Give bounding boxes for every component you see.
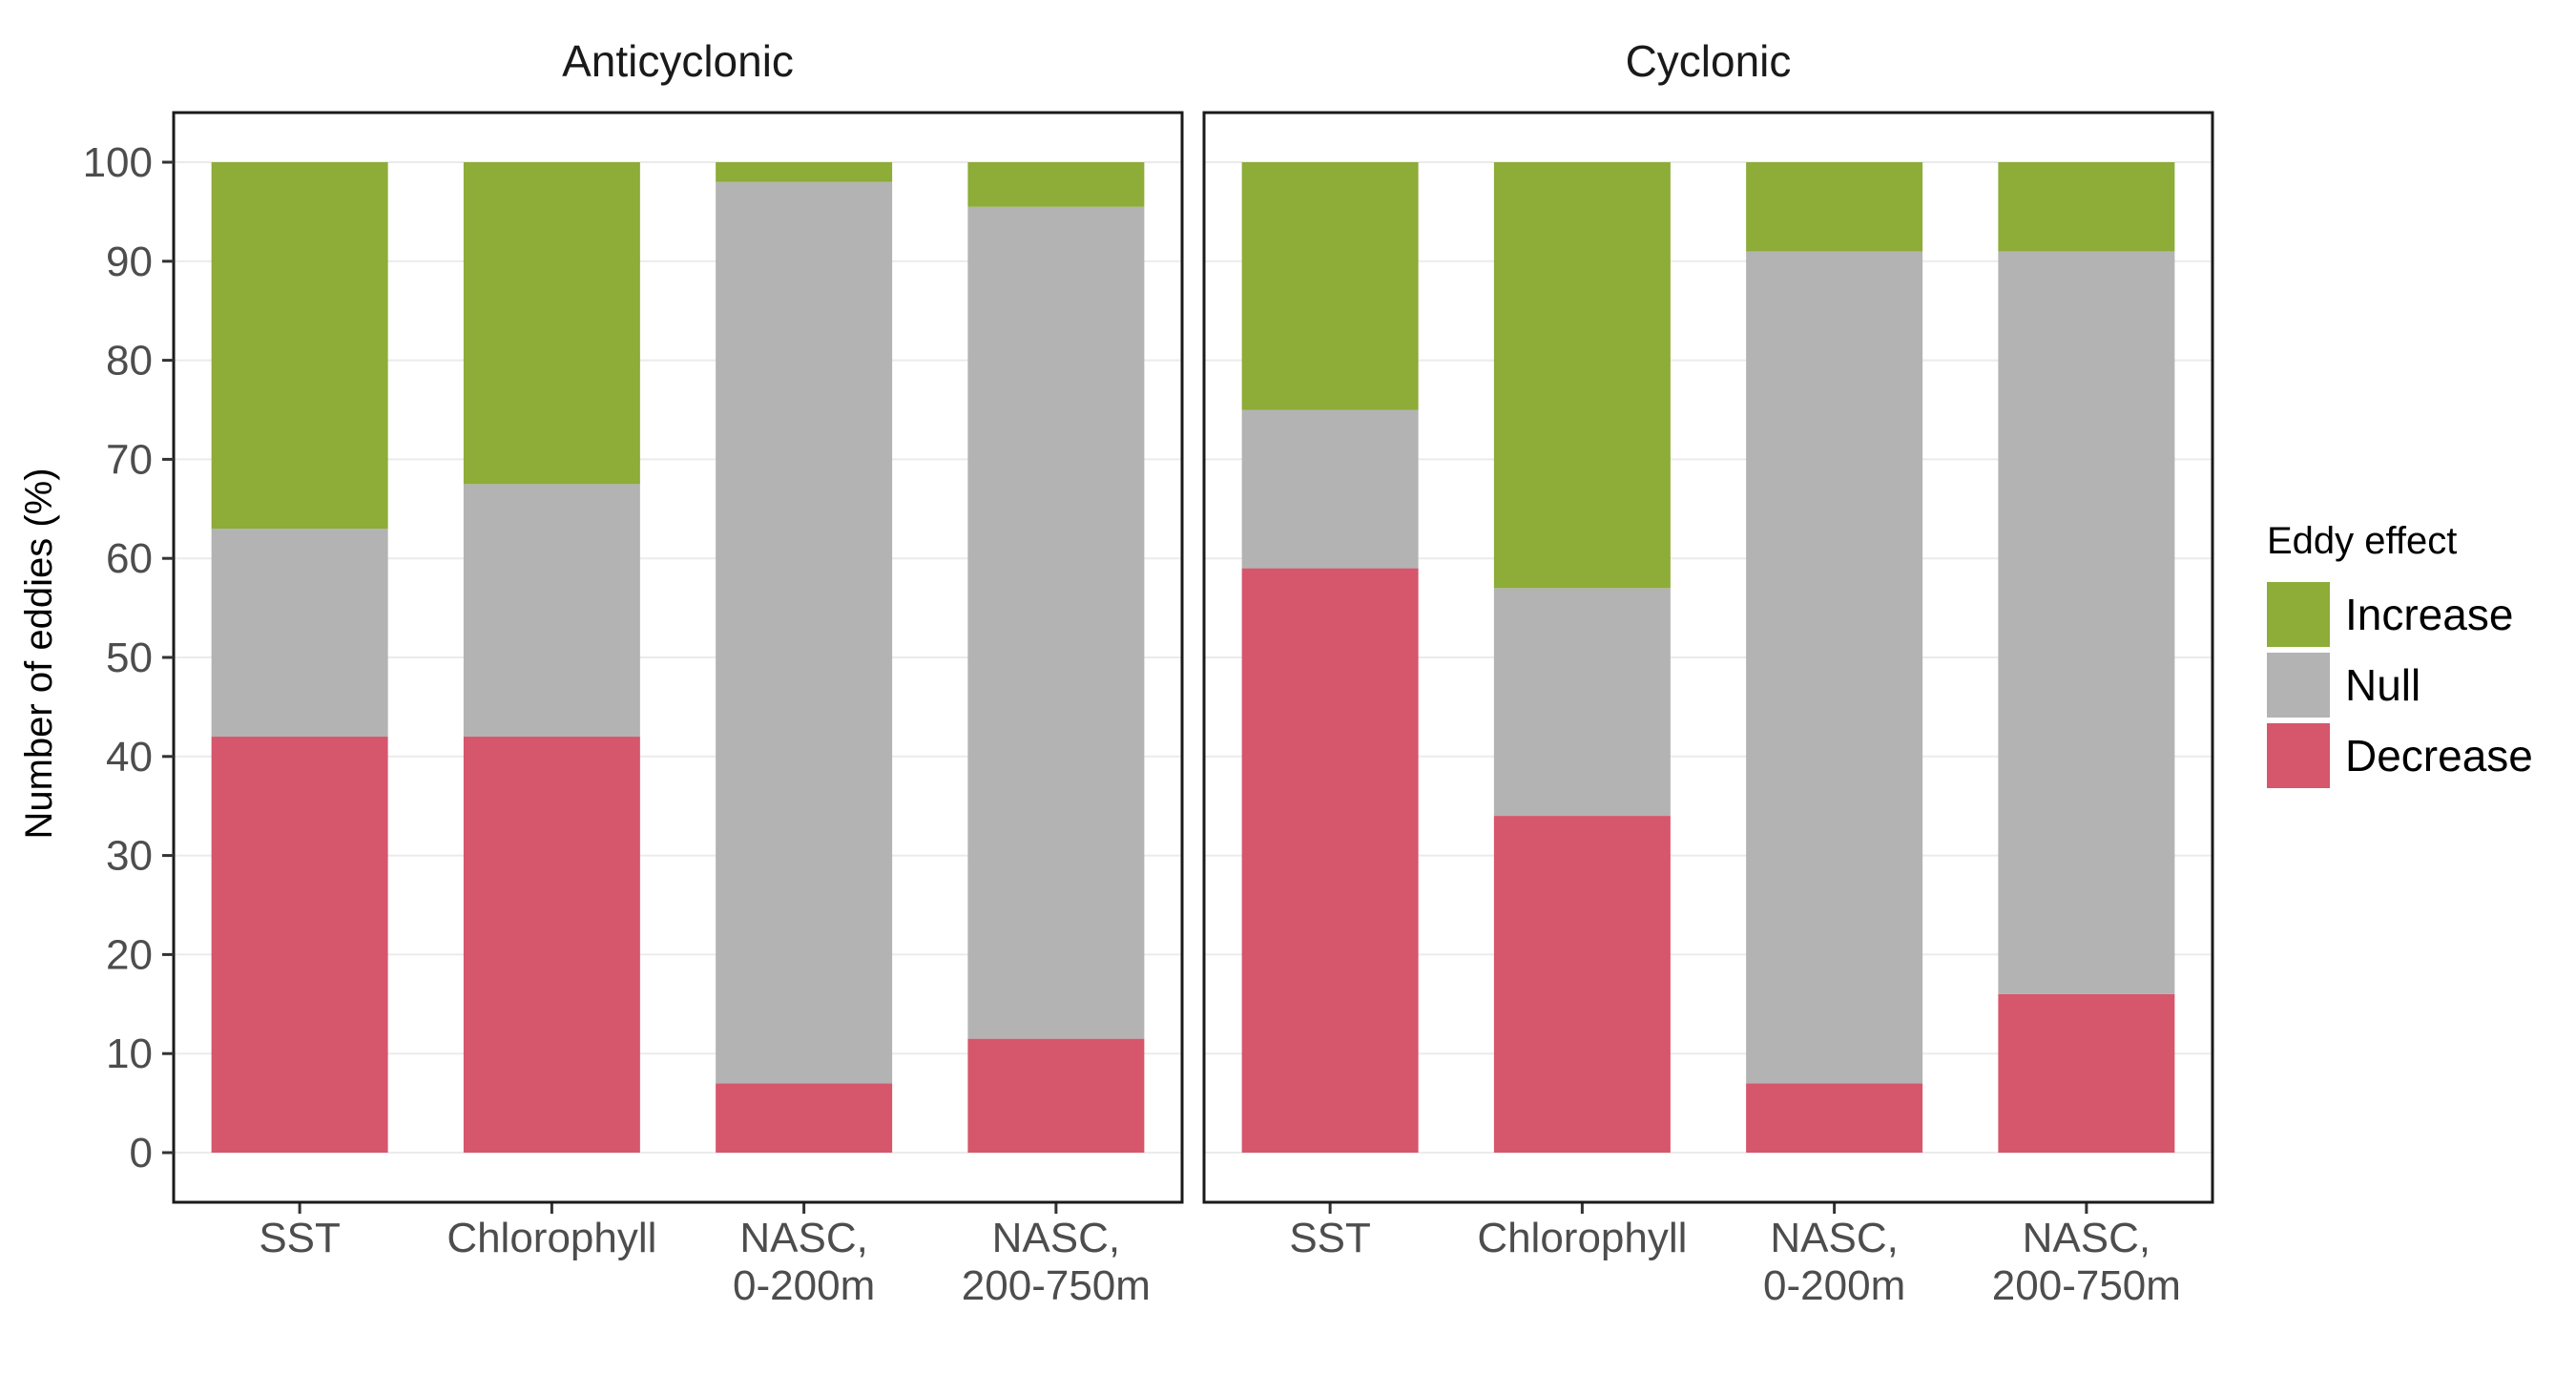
bar-null <box>1746 251 1923 1084</box>
bar-null <box>211 529 388 738</box>
bar-decrease <box>716 1083 893 1153</box>
y-tick-label: 70 <box>106 436 153 483</box>
y-tick-label: 50 <box>106 635 153 681</box>
bar-increase <box>967 162 1145 207</box>
bar-increase <box>463 162 640 485</box>
legend-label-increase: Increase <box>2345 590 2513 639</box>
bar-null <box>1241 409 1419 569</box>
facet-title: Cyclonic <box>1626 36 1792 86</box>
bar-decrease <box>463 737 640 1153</box>
x-tick-label: Chlorophyll <box>1477 1215 1687 1261</box>
x-tick-label: NASC, 0-200m <box>733 1215 875 1309</box>
legend-key-decrease <box>2267 723 2330 788</box>
y-tick-label: 60 <box>106 535 153 582</box>
x-tick-label: NASC, 200-750m <box>1992 1215 2181 1309</box>
bar-null <box>1998 251 2175 994</box>
plot-area: Anticyclonic SST Chlorophyll NASC, 0-200m NAS… <box>83 36 2214 1309</box>
x-tick-label: NASC, 200-750m <box>962 1215 1151 1309</box>
bar-decrease <box>1746 1083 1923 1153</box>
y-tick-label: 20 <box>106 931 153 978</box>
y-tick-label: 80 <box>106 338 153 385</box>
bar-increase <box>1241 162 1419 410</box>
bar-decrease <box>211 737 388 1153</box>
y-tick-label: 0 <box>130 1130 153 1176</box>
legend: Eddy effect Increase Null Decrease <box>2267 520 2533 788</box>
y-tick-label: 100 <box>83 139 153 186</box>
facet-title: Anticyclonic <box>562 36 794 86</box>
legend-key-null <box>2267 653 2330 718</box>
bar-increase <box>1493 162 1671 589</box>
panel-cyclonic: Cyclonic SST Chlorophyll NASC, 0-200m NASC, 20… <box>1202 36 2214 1309</box>
legend-title: Eddy effect <box>2267 520 2457 562</box>
bar-increase <box>211 162 388 530</box>
bar-null <box>1493 588 1671 817</box>
y-tick-label: 40 <box>106 734 153 781</box>
y-tick-label: 90 <box>106 239 153 285</box>
legend-label-decrease: Decrease <box>2345 731 2533 781</box>
x-tick-label: NASC, 0-200m <box>1763 1215 1905 1309</box>
legend-key-increase <box>2267 582 2330 647</box>
y-tick-label: 30 <box>106 833 153 880</box>
panel-border <box>1202 111 2214 1204</box>
bar-null <box>463 484 640 738</box>
bar-null <box>967 206 1145 1039</box>
x-tick-label: Chlorophyll <box>447 1215 656 1261</box>
bar-decrease <box>967 1038 1145 1153</box>
bar-increase <box>716 162 893 182</box>
bar-null <box>716 181 893 1084</box>
legend-label-null: Null <box>2345 660 2420 710</box>
bar-decrease <box>1493 816 1671 1153</box>
bar-decrease <box>1998 993 2175 1153</box>
bar-increase <box>1998 162 2175 252</box>
y-axis-title: Number of eddies (%) <box>18 468 60 839</box>
bar-decrease <box>1241 568 1419 1153</box>
bar-increase <box>1746 162 1923 252</box>
x-tick-label: SST <box>1289 1215 1371 1261</box>
x-tick-label: SST <box>259 1215 341 1261</box>
y-tick-label: 10 <box>106 1030 153 1077</box>
panel-anticyclonic: Anticyclonic SST Chlorophyll NASC, 0-200m NAS… <box>172 36 1184 1309</box>
